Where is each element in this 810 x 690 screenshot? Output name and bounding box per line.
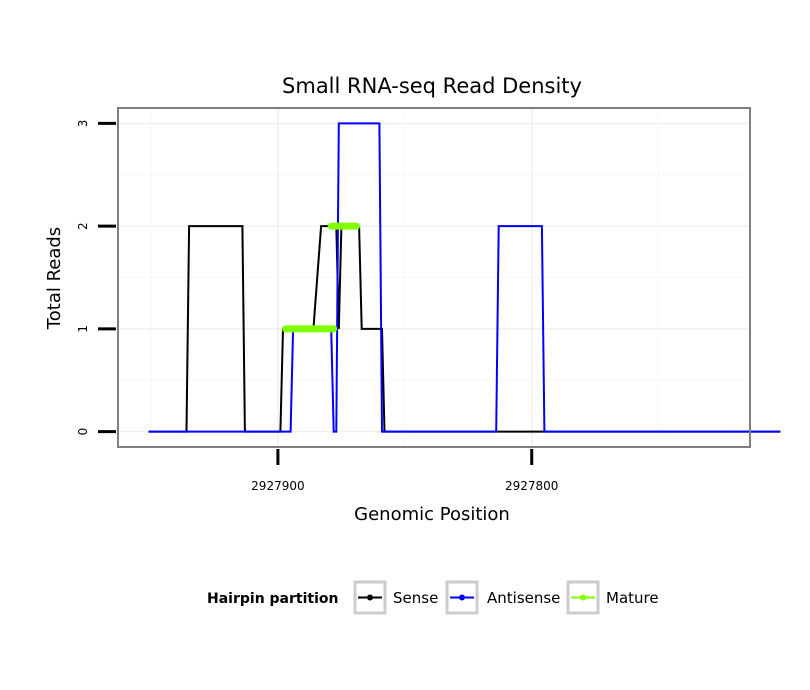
x-axis-title: Genomic Position [354,504,510,525]
series-line-sense [148,225,781,433]
legend-item-antisense: Antisense [445,580,560,615]
legend-item-mature: Mature [566,580,659,615]
chart-title: Small RNA-seq Read Density [282,74,582,98]
y-axis-title: Total Reads [44,227,65,330]
y-tick-label: 1 [76,325,90,333]
x-axis: 2927900 2927800 [251,449,558,493]
legend: Hairpin partition Sense Antisense Mature [207,580,659,615]
legend-label: Mature [606,589,659,607]
plot-border [117,107,751,448]
y-axis: 0 1 2 3 [76,120,116,436]
legend-label: Sense [393,589,438,607]
y-tick-label: 3 [76,120,90,128]
y-tick-label: 0 [76,428,90,436]
legend-key-point [367,594,373,601]
legend-item-sense: Sense [353,580,438,615]
legend-key-point [580,594,586,601]
legend-title: Hairpin partition [207,591,338,607]
x-tick-label: 2927900 [251,479,304,493]
y-tick-label: 2 [76,222,90,230]
legend-label: Antisense [487,589,560,607]
legend-key-point [459,594,465,601]
series-layer [148,122,781,433]
x-tick-label: 2927800 [505,479,558,493]
series-line-antisense [148,122,781,433]
